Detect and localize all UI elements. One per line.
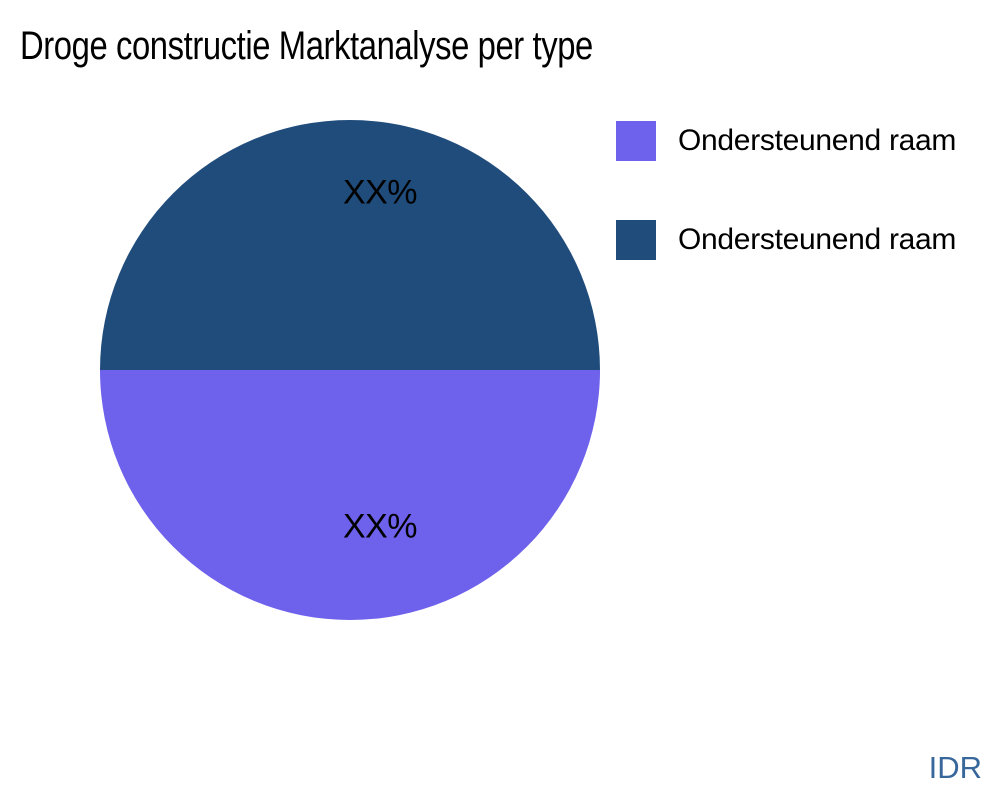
legend-swatch-purple [616, 121, 656, 161]
legend-swatch-darkblue [616, 220, 656, 260]
legend-item: Ondersteunend raam [616, 121, 956, 161]
pie-chart [100, 120, 600, 620]
legend-item: Ondersteunend raam [616, 220, 956, 260]
chart-title: Droge constructie Marktanalyse per type [20, 24, 593, 68]
legend: Ondersteunend raam Ondersteunend raam [616, 121, 956, 260]
slice-percent-label-bottom: XX% [342, 507, 418, 546]
slice-percent-label-top: XX% [342, 173, 418, 212]
watermark-idr: IDR [928, 750, 982, 785]
legend-label: Ondersteunend raam [678, 124, 957, 157]
legend-label: Ondersteunend raam [678, 223, 957, 256]
